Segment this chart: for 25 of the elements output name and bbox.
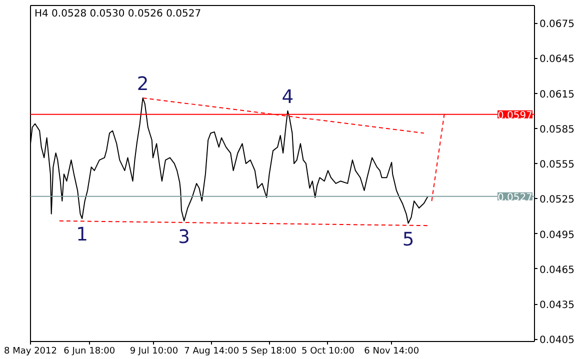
y-tick-label: 0.0465 <box>540 264 574 276</box>
x-tick-label: 8 May 2012 <box>4 346 57 356</box>
ref-line-label: 0.0597 <box>498 110 533 122</box>
x-tick-label: 7 Aug 14:00 <box>184 346 240 356</box>
y-tick-label: 0.0645 <box>540 54 574 66</box>
y-tick-label: 0.0585 <box>540 124 574 136</box>
y-tick-label: 0.0495 <box>540 230 574 241</box>
y-tick-label: 0.0405 <box>540 335 574 346</box>
ref-line-label: 0.0527 <box>498 192 533 204</box>
x-tick-label: 9 Jul 10:00 <box>130 346 178 356</box>
annotation: 2 <box>136 74 149 95</box>
y-tick-label: 0.0525 <box>540 194 574 206</box>
x-tick-label: 5 Oct 10:00 <box>302 346 355 356</box>
y-tick-label: 0.0435 <box>540 300 574 312</box>
annotation: 1 <box>76 224 88 246</box>
x-tick-label: 6 Jun 18:00 <box>64 346 116 356</box>
x-tick-label: 5 Sep 18:00 <box>242 346 297 356</box>
y-tick-label: 0.0615 <box>540 89 574 100</box>
y-tick-label: 0.0555 <box>540 160 574 171</box>
y-tick-label: 0.0675 <box>540 19 574 30</box>
annotation: 4 <box>282 86 294 108</box>
annotation: 3 <box>178 226 190 248</box>
chart-title: H4 0.0528 0.0530 0.0526 0.0527 <box>34 8 202 20</box>
x-tick-label: 6 Nov 14:00 <box>364 346 420 356</box>
annotation: 5 <box>402 229 414 250</box>
